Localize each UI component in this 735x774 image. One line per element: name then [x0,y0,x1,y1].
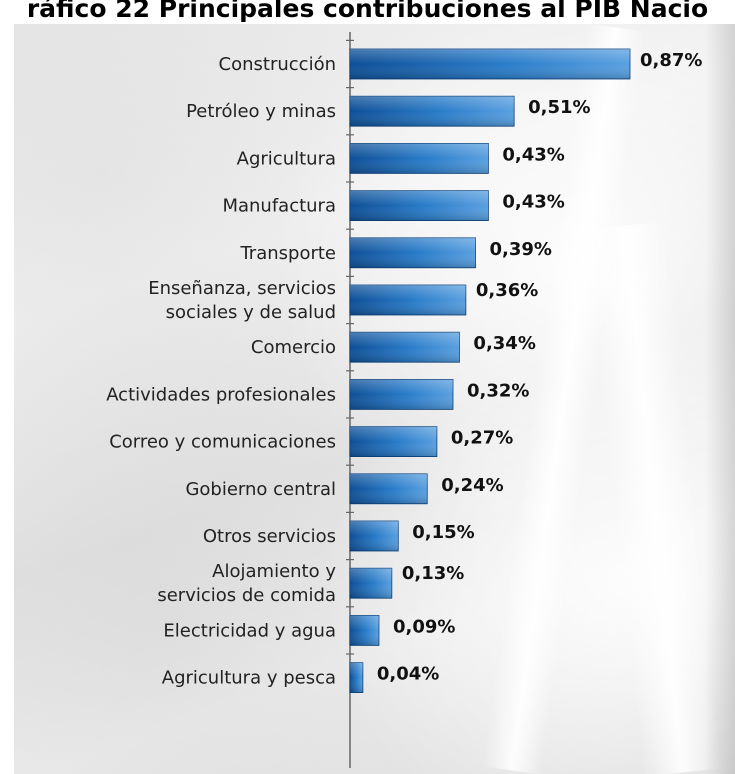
data-label: 0,87% [640,50,702,71]
bar-shading [350,143,489,174]
category-label: Transporte [239,243,336,264]
bar-shading [350,473,428,504]
category-label: Otros servicios [203,526,336,547]
category-label: Gobierno central [185,479,336,500]
bar-shading [350,426,437,457]
data-label: 0,36% [476,280,538,301]
bar-shading [350,521,399,551]
bar-shading [350,190,489,221]
data-label: 0,09% [393,616,455,637]
category-label: Actividades profesionales [106,384,336,405]
bar-shading [350,615,379,646]
data-label: 0,15% [412,522,474,543]
category-label: Correo y comunicaciones [109,432,336,453]
category-label: Comercio [251,337,336,358]
category-label: Enseñanza, servicios [148,278,336,299]
paper-edge-shadow [705,24,735,774]
data-label: 0,27% [451,428,513,449]
bar-shading [350,332,460,363]
data-label: 0,32% [467,380,529,401]
category-label: Agricultura [237,148,336,169]
data-label: 0,13% [402,563,464,584]
bar-shading [350,379,453,410]
chart-title: ráfico 22 Principales contribuciones al … [26,0,709,23]
category-label: Alojamiento y [212,561,336,582]
data-label: 0,34% [473,333,535,354]
bar-shading [350,285,466,315]
category-label: Construcción [219,54,336,75]
category-label: Electricidad y agua [163,620,336,641]
category-label: Agricultura y pesca [162,668,336,689]
category-label: servicios de comida [157,585,336,606]
bar-shading [350,237,476,268]
data-label: 0,04% [377,664,439,685]
data-label: 0,43% [502,144,564,165]
bar-shading [350,49,630,79]
bar-shading [350,662,363,693]
category-label: Manufactura [222,196,336,217]
category-label: Petróleo y minas [186,101,336,122]
category-label: sociales y de salud [166,302,336,323]
data-label: 0,39% [490,239,552,260]
data-label: 0,24% [441,475,503,496]
bar-shading [350,96,515,127]
data-label: 0,43% [502,192,564,213]
data-label: 0,51% [528,97,590,118]
chart-plot-area: Construcción 0,87% Petróleo y minas 0,51% Ag… [106,32,702,768]
bar-shading [350,568,392,599]
